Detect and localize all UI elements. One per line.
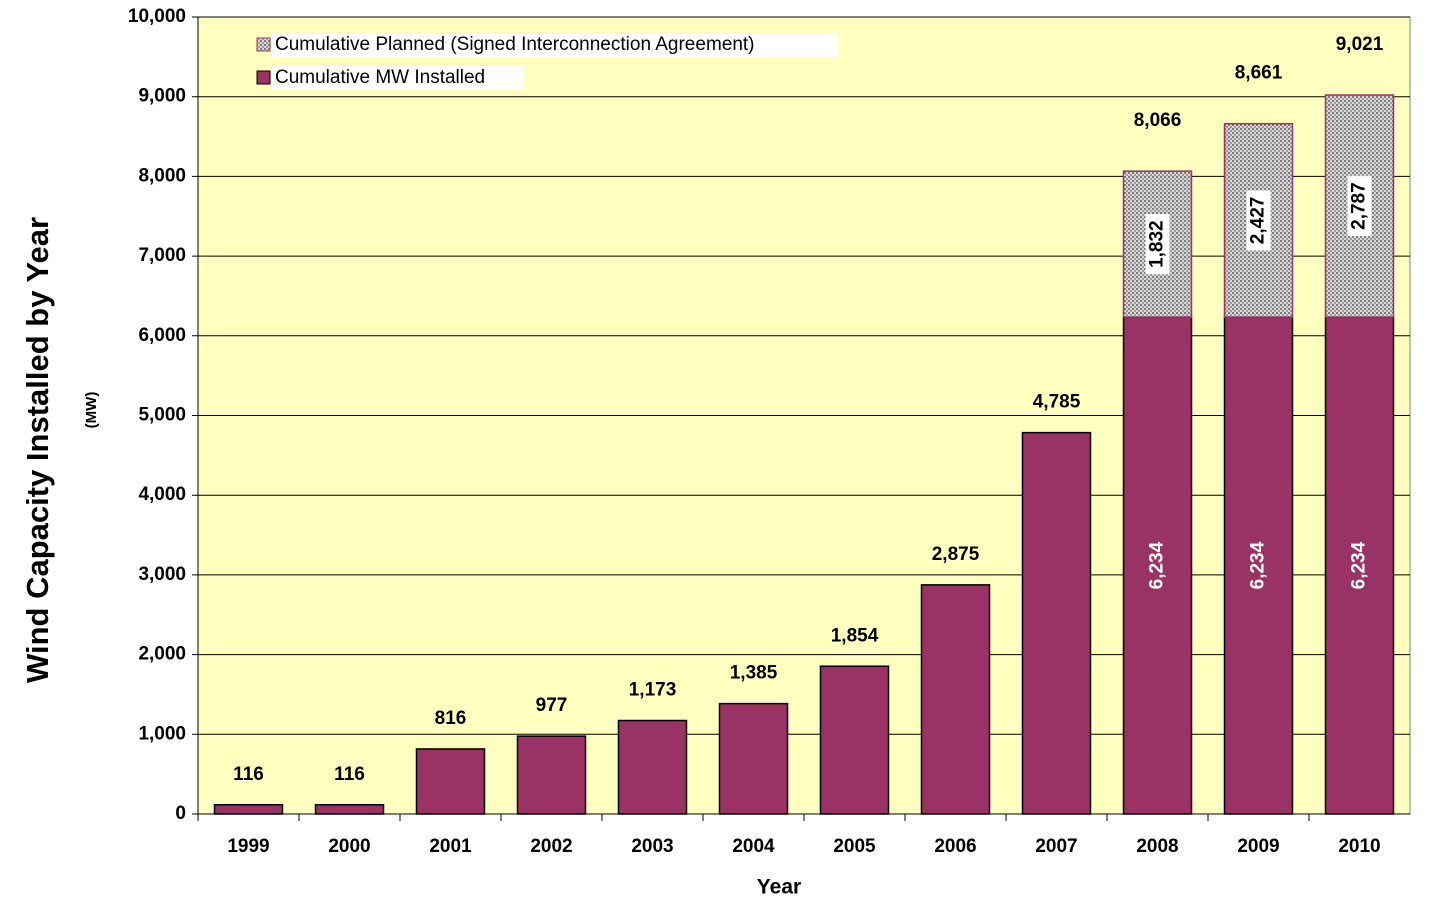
value-label: 1,832 [1147,220,1168,268]
x-tick-label: 2004 [732,836,775,857]
x-tick-label: 2009 [1237,836,1279,857]
x-axis-title: Year [757,876,801,899]
x-tick-label: 1999 [227,836,269,857]
value-label: 1,854 [831,625,879,646]
y-tick-label: 1,000 [138,723,186,744]
bar-installed [1021,431,1092,815]
total-label: 9,021 [1336,34,1384,55]
y-tick-label: 2,000 [138,644,186,665]
x-tick-label: 2008 [1136,836,1178,857]
bar-installed [1324,316,1395,815]
y-axis-title: Wind Capacity Installed by Year [20,217,55,683]
x-tick-label: 2003 [631,836,673,857]
bar-installed [213,804,284,815]
value-label: 816 [435,708,467,729]
bar-installed [617,719,688,815]
y-tick-label: 7,000 [138,245,186,266]
value-label: 6,234 [1248,541,1269,589]
value-label: 1,173 [629,680,677,701]
x-tick-label: 2006 [934,836,976,857]
value-label: 1,385 [730,663,778,684]
bar-installed [415,748,486,815]
x-tick-label: 2005 [833,836,876,857]
legend-label: Cumulative Planned (Signed Interconnecti… [275,34,755,55]
legend-bg [272,33,838,57]
y-tick-label: 10,000 [128,6,186,27]
total-label: 8,661 [1235,63,1283,84]
value-label-bg [1145,214,1170,275]
y-tick-label: 6,000 [138,325,186,346]
value-label: 2,427 [1248,197,1269,245]
bar-installed [819,665,890,815]
y-tick-label: 0 [175,803,186,824]
bar-installed [920,584,991,815]
value-label: 6,234 [1349,541,1370,589]
legend-bg [272,66,524,90]
total-label: 8,066 [1134,110,1182,131]
value-label: 116 [334,764,365,785]
y-tick-label: 8,000 [138,165,186,186]
y-tick-label: 4,000 [138,484,186,505]
value-label-bg [1347,176,1372,237]
bar-installed [516,735,587,815]
legend-label: Cumulative MW Installed [275,67,485,88]
x-tick-label: 2002 [530,836,572,857]
y-tick-label: 9,000 [138,86,186,107]
y-axis-unit: (MW) [83,392,100,429]
bar-installed [1122,316,1193,815]
x-tick-label: 2000 [328,836,370,857]
legend-swatch [256,37,271,52]
value-label: 977 [536,695,568,716]
value-label: 2,875 [932,544,980,565]
value-label: 6,234 [1147,541,1168,589]
bar-installed [314,804,385,815]
bar-installed [1223,316,1294,815]
value-label: 2,787 [1349,182,1370,230]
value-label-bg [1246,190,1271,251]
y-tick-label: 5,000 [138,405,186,426]
value-label: 4,785 [1033,392,1081,413]
bar-installed [718,702,789,815]
legend-swatch [256,70,271,85]
x-tick-label: 2010 [1338,836,1380,857]
x-tick-label: 2001 [429,836,472,857]
y-tick-label: 3,000 [138,564,186,585]
value-label: 116 [233,764,264,785]
x-tick-label: 2007 [1035,836,1077,857]
